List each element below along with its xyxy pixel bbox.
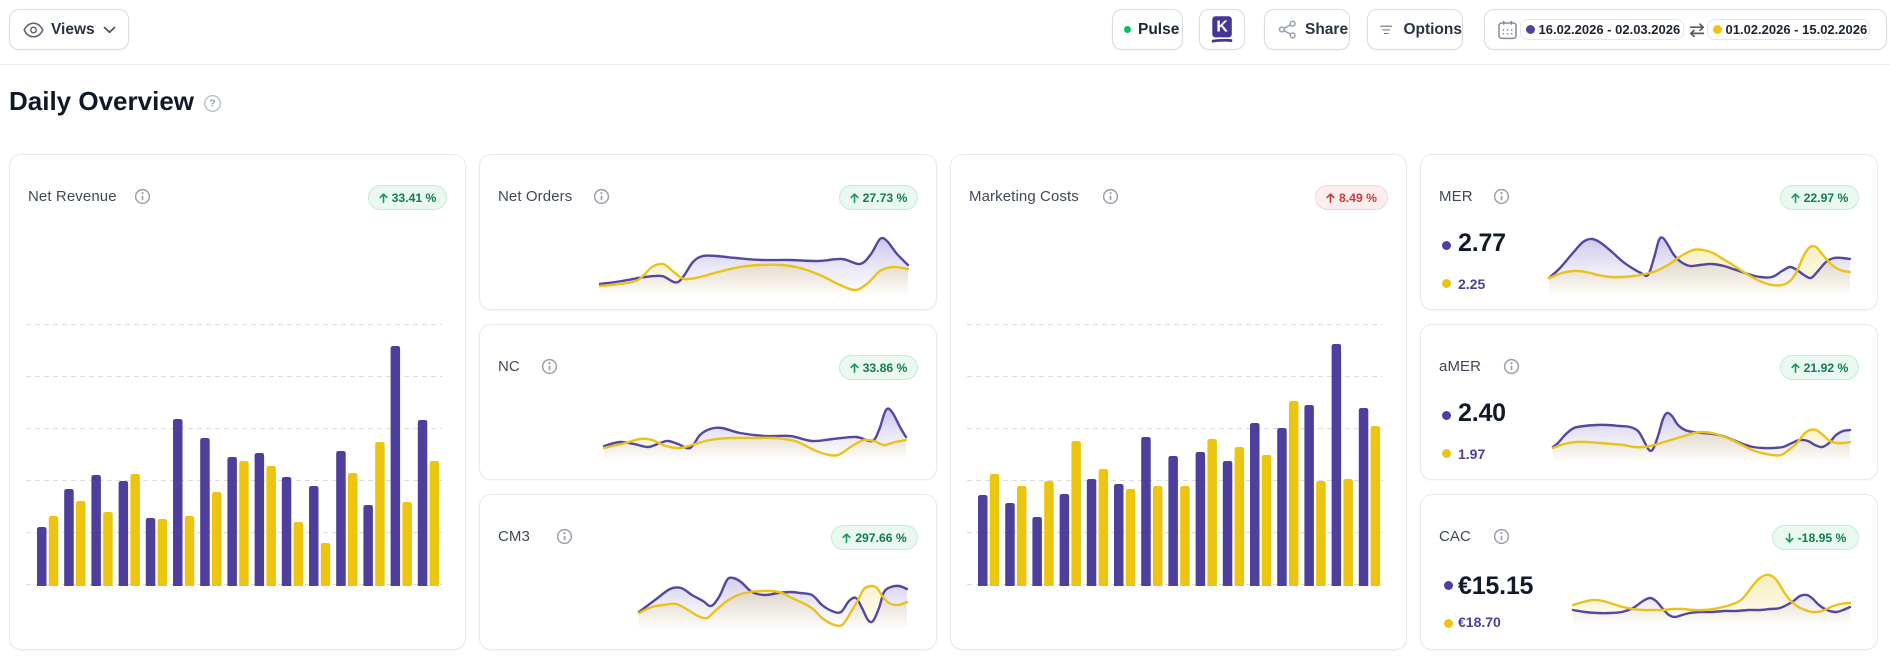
svg-text:K: K (1216, 19, 1228, 36)
svg-text:?: ? (209, 97, 215, 109)
